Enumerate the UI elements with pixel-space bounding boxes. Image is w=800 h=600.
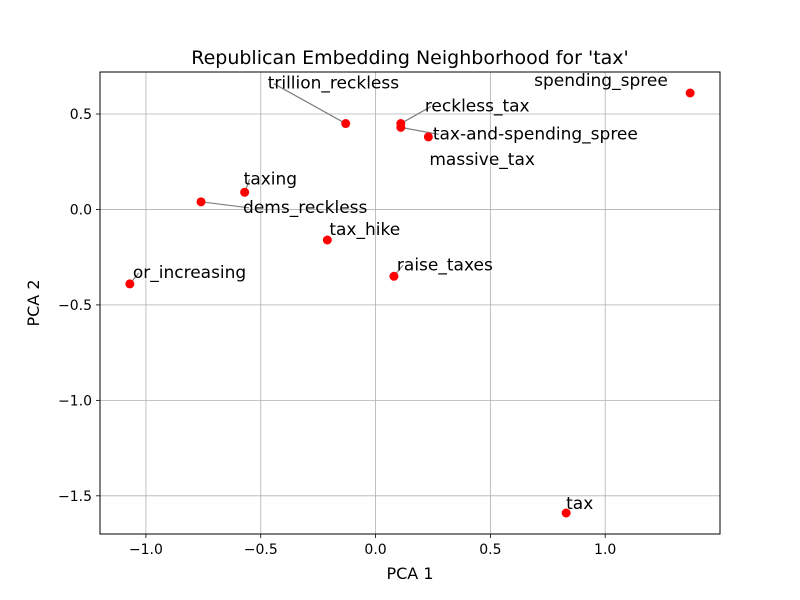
scatter-point [423,132,433,142]
leader-line [273,83,346,125]
x-tick-label: −0.5 [244,542,278,558]
scatter-point [389,271,399,281]
point-label: trillion_reckless [268,74,400,94]
data-points [125,88,695,518]
y-axis-ticks: −1.5 −1.0 −0.5 0.0 0.5 [58,107,100,505]
scatter-point [240,187,250,197]
point-label: tax_hike [329,220,400,240]
point-label: tax-and-spending_spree [433,124,638,144]
x-tick-label: 1.0 [594,542,616,558]
x-axis-label: PCA 1 [386,564,433,583]
point-label: massive_tax [429,150,535,170]
scatter-point [396,122,406,132]
scatter-point [125,279,135,289]
leader-line [200,201,250,209]
scatter-point [685,88,695,98]
y-tick-label: 0.0 [70,202,92,218]
point-label: or_increasing [133,263,246,283]
x-tick-label: 0.0 [364,542,386,558]
point-label: tax [566,494,593,514]
point-labels: spending_spree trillion_reckless reckless_… [133,71,668,514]
point-label: spending_spree [534,71,668,91]
y-tick-label: 0.5 [70,107,92,123]
point-label: reckless_tax [425,97,530,117]
leader-lines [129,83,439,285]
grid-lines [100,72,720,534]
point-label: taxing [244,169,297,189]
plot-frame [99,71,721,535]
y-tick-label: −1.0 [58,393,92,409]
leader-line [400,126,439,135]
scatter-point [196,197,206,207]
chart-title: Republican Embedding Neighborhood for 't… [191,47,629,69]
scatter-point [322,235,332,245]
x-tick-label: −1.0 [129,542,163,558]
x-tick-label: 0.5 [479,542,501,558]
point-label: dems_reckless [243,198,367,218]
point-label: raise_taxes [397,255,493,275]
scatter-point [561,508,571,518]
y-tick-label: −0.5 [58,298,92,314]
y-tick-label: −1.5 [58,489,92,505]
leader-line [400,106,432,125]
y-axis-label: PCA 2 [24,279,43,326]
x-axis-ticks: −1.0 −0.5 0.0 0.5 1.0 [129,534,616,558]
scatter-point [341,119,351,129]
